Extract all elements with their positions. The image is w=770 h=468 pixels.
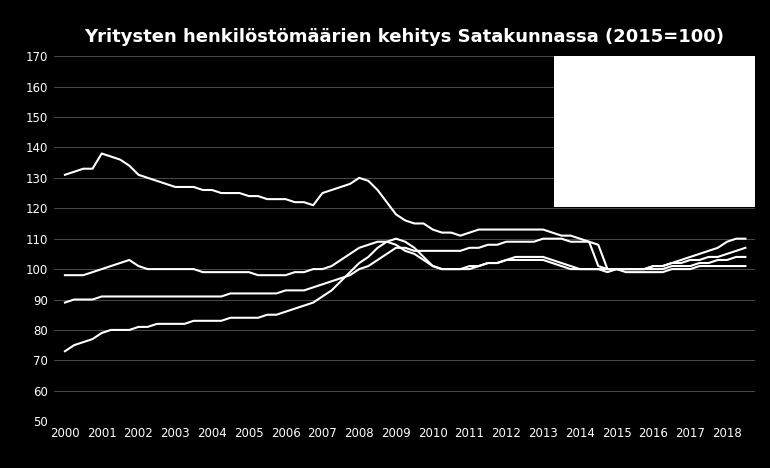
Title: Yritysten henkilöstömäärien kehitys Satakunnassa (2015=100): Yritysten henkilöstömäärien kehitys Sata… xyxy=(84,28,725,46)
Bar xyxy=(554,56,755,207)
